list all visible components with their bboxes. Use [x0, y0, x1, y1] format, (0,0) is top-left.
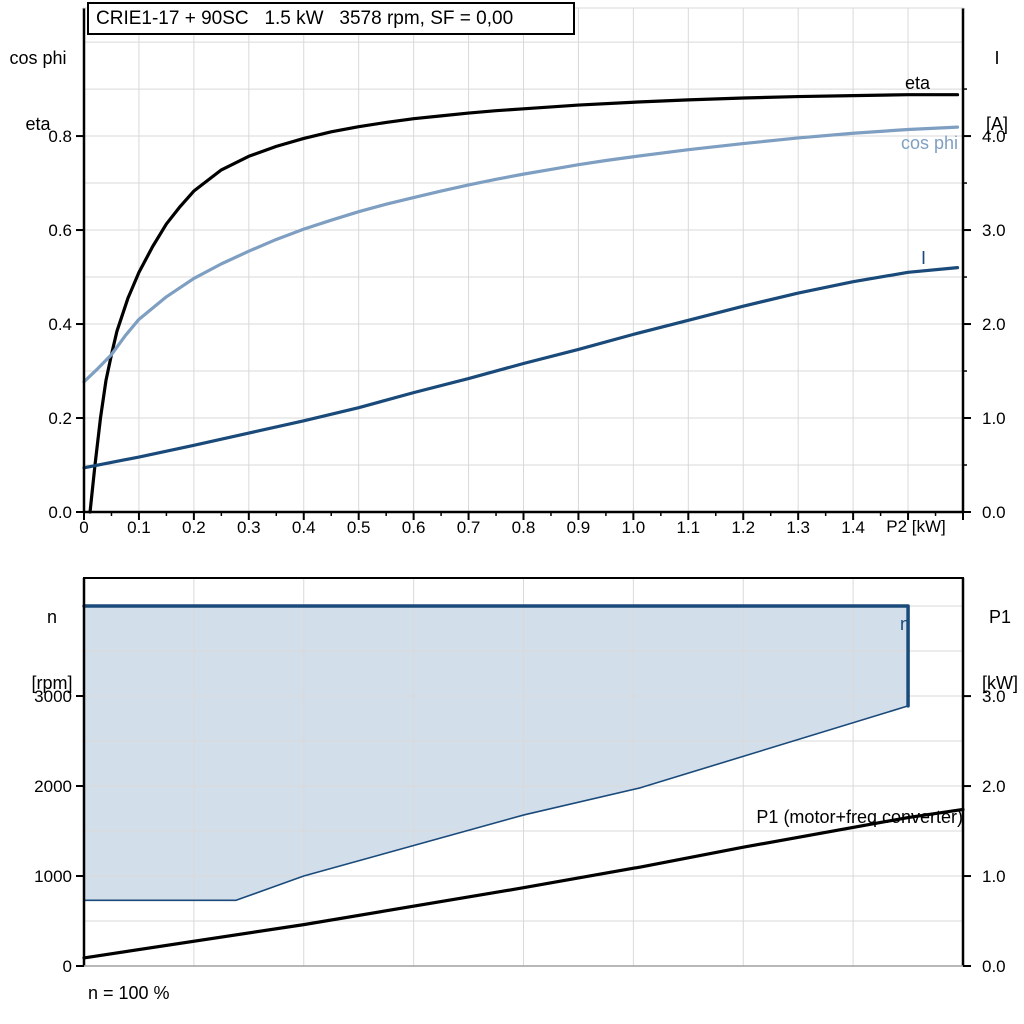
chart1-n_region-area	[84, 605, 909, 901]
chart0-x-tick-label: 1.3	[786, 518, 810, 537]
chart0-right-tick-label: 0.0	[982, 503, 1006, 522]
chart0-x-tick-label: 1.0	[622, 518, 646, 537]
chart1-left-tick-label: 3000	[34, 687, 72, 706]
chart-title-box: CRIE1-17 + 90SC 1.5 kW 3578 rpm, SF = 0,…	[87, 2, 575, 35]
chart0-x-tick-label: 1.4	[841, 518, 865, 537]
chart0-x-tick-label: 0.3	[237, 518, 261, 537]
chart0-left-tick-label: 0.4	[48, 315, 72, 334]
chart1-n_lower-curve	[83, 705, 909, 902]
n-axis-line2: [rpm]	[31, 673, 73, 693]
n-axis-line1: n	[46, 607, 57, 627]
chart0-right-tick-label: 2.0	[982, 315, 1006, 334]
chart1-left-tick-label: 1000	[34, 867, 72, 886]
chart0-x-tick-label: 0.8	[512, 518, 536, 537]
chart0-eta-curve	[88, 93, 960, 514]
chart1-right-tick-label: 3.0	[982, 687, 1006, 706]
chart0-left-tick-label: 0.8	[48, 127, 72, 146]
chart1-p1-curve	[82, 807, 965, 960]
chart1-left-tick-label: 0	[63, 957, 72, 976]
chart0-x-tick-label: 0.6	[402, 518, 426, 537]
left-axis-line1: cos phi	[9, 48, 67, 68]
current-curve-label: I	[920, 248, 926, 268]
x-axis-unit-label: P2 [kW]	[886, 517, 946, 536]
chart0-x-tick-label: 1.1	[676, 518, 700, 537]
cos-phi-curve-label: cos phi	[900, 133, 958, 153]
chart0-right-tick-label: 3.0	[982, 221, 1006, 240]
right-axis-line1: I	[994, 48, 1000, 68]
p1-axis-line2: [kW]	[982, 673, 1018, 693]
chart0-cos_phi-curve	[82, 125, 960, 384]
chart0-left-tick-label: 0.6	[48, 221, 72, 240]
p1-axis-line1: P1	[988, 607, 1012, 627]
top-chart-left-axis-title: cos phi eta	[6, 3, 70, 179]
chart0-x-tick-label: 0.5	[347, 518, 371, 537]
left-axis-line2: eta	[25, 114, 51, 134]
chart1-right-tick-label: 2.0	[982, 777, 1006, 796]
speed-footnote: n = 100 %	[88, 983, 170, 1003]
chart0-right-tick-label: 4.0	[982, 127, 1006, 146]
chart0-x-tick-label: 0	[79, 518, 88, 537]
eta-curve-label: eta	[904, 73, 930, 93]
chart0-x-tick-label: 1.2	[731, 518, 755, 537]
top-chart-right-axis-title: I [A]	[972, 3, 1022, 179]
chart0-x-tick-label: 0.4	[292, 518, 316, 537]
p1-curve-label: P1 (motor+freq converter)	[756, 807, 963, 827]
chart0-right-tick-label: 1.0	[982, 409, 1006, 428]
chart1-right-tick-label: 0.0	[982, 957, 1006, 976]
chart1-right-tick-label: 1.0	[982, 867, 1006, 886]
bottom-chart-right-axis-title: P1 [kW]	[976, 562, 1024, 738]
chart0-x-tick-label: 0.7	[457, 518, 481, 537]
bottom-chart-left-axis-title: n [rpm]	[24, 562, 80, 738]
chart1-left-tick-label: 2000	[34, 777, 72, 796]
chart0-current-curve	[82, 266, 960, 470]
chart0-left-tick-label: 0.0	[48, 503, 72, 522]
chart0-left-tick-label: 0.2	[48, 409, 72, 428]
right-axis-line2: [A]	[985, 114, 1008, 134]
chart0-x-tick-label: 0.2	[182, 518, 206, 537]
chart0-x-tick-label: 0.1	[127, 518, 151, 537]
n-curve-label: n	[899, 614, 910, 634]
chart1-n_top-curve	[82, 604, 910, 708]
chart0-x-tick-label: 0.9	[567, 518, 591, 537]
